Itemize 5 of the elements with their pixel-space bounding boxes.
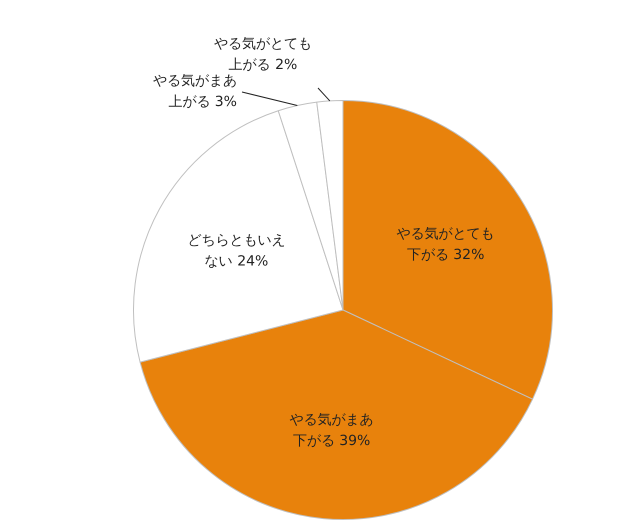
slice-label: やる気がまあ上がる 3%	[153, 73, 237, 110]
slice-label: どちらともいえない 24%	[188, 232, 286, 270]
slice-label: やる気がとても上がる 2%	[214, 36, 312, 74]
slice-label: やる気がまあ下がる 39%	[290, 412, 374, 450]
slice-label: やる気がとても下がる 32%	[396, 226, 495, 264]
